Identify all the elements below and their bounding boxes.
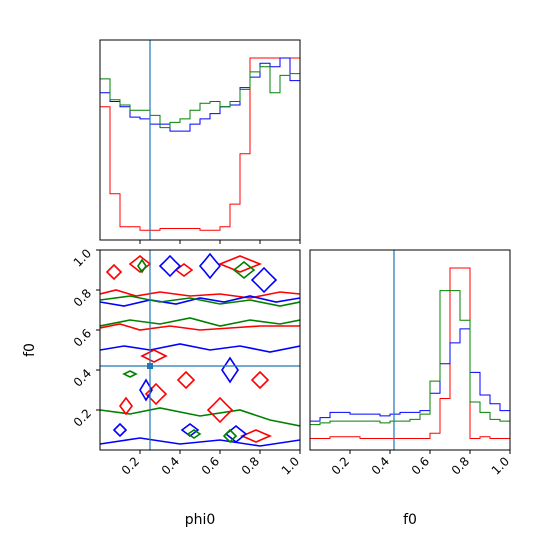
hist-phi0-series-1: [100, 57, 300, 240]
joint-frame: [99, 249, 301, 451]
contour-loop-11: [239, 429, 273, 443]
hist-f0-xtick-label-2: 0.4: [369, 454, 392, 477]
contour-loop-8: [206, 396, 234, 424]
xlabel-phi0: phi0: [185, 512, 216, 528]
hist-f0-frame: [309, 249, 511, 451]
joint-xtick-label-3: 0.6: [199, 454, 222, 477]
joint-ytick-label-5: 1.0: [71, 246, 94, 269]
contour-loop-7: [176, 370, 196, 390]
joint-ytick-label-2: 0.4: [71, 366, 94, 389]
contour-loop-18: [180, 423, 200, 437]
contour-loop-22: [186, 429, 202, 439]
contour-loop-13: [198, 252, 222, 280]
contour-band-8: [100, 407, 300, 427]
joint-xtick-label-1: 0.2: [119, 454, 142, 477]
contour-band-3: [100, 295, 300, 307]
contour-loop-3: [174, 263, 194, 277]
hist-phi0-frame: [99, 39, 301, 241]
hist-f0-series-3: [310, 290, 510, 450]
joint-xtick-label-2: 0.4: [159, 454, 182, 477]
joint-panel: 0.2 0.4 0.6 0.8 1.0 0.2 0.4 0.6 0.8 1.0: [71, 246, 302, 477]
hist-f0-panel: 0.2 0.4 0.6 0.8 1.0: [309, 249, 512, 478]
contour-loop-10: [140, 349, 168, 363]
contour-band-6: [100, 295, 300, 307]
ylabel-f0: f0: [22, 343, 38, 357]
contour-loop-17: [112, 422, 128, 438]
contour-loop-16: [139, 378, 153, 402]
contour-loop-6: [144, 382, 168, 406]
truth-marker: [147, 363, 153, 369]
contour-loop-12: [158, 254, 182, 278]
contour-loop-24: [122, 370, 138, 378]
contour-loop-19: [224, 424, 248, 444]
joint-xtick-label-5: 1.0: [279, 454, 302, 477]
hist-f0-xtick-label-5: 1.0: [489, 454, 512, 477]
hist-f0-xtick-label-3: 0.6: [409, 454, 432, 477]
xlabel-f0: f0: [403, 512, 417, 528]
joint-ytick-label-3: 0.6: [71, 326, 94, 349]
joint-ytick-label-4: 0.8: [71, 286, 94, 309]
hist-phi0-panel: [99, 39, 301, 244]
joint-ytick-label-1: 0.2: [71, 406, 94, 429]
contour-band-5: [100, 437, 300, 447]
hist-f0-series-1: [310, 267, 510, 450]
contour-loop-9: [250, 370, 270, 390]
contour-loop-20: [137, 258, 147, 274]
joint-xtick-label-4: 0.8: [239, 454, 262, 477]
contour-loop-5: [119, 396, 133, 416]
hist-phi0-series-2: [100, 57, 300, 240]
contour-loop-15: [221, 356, 239, 384]
contour-band-7: [100, 317, 300, 327]
contour-loop-14: [250, 266, 278, 294]
contour-loop-4: [217, 255, 263, 273]
contour-loop-1: [105, 263, 123, 281]
hist-phi0-series-3: [100, 66, 300, 240]
hist-f0-xtick-label-4: 0.8: [449, 454, 472, 477]
contour-band-2: [100, 323, 300, 331]
contour-band-4: [100, 343, 300, 353]
contour-loop-23: [222, 428, 238, 444]
contour-loop-21: [232, 260, 256, 280]
contour-band-1: [100, 289, 300, 299]
hist-f0-xtick-label-1: 0.2: [329, 454, 352, 477]
hist-f0-series-2: [310, 328, 510, 450]
